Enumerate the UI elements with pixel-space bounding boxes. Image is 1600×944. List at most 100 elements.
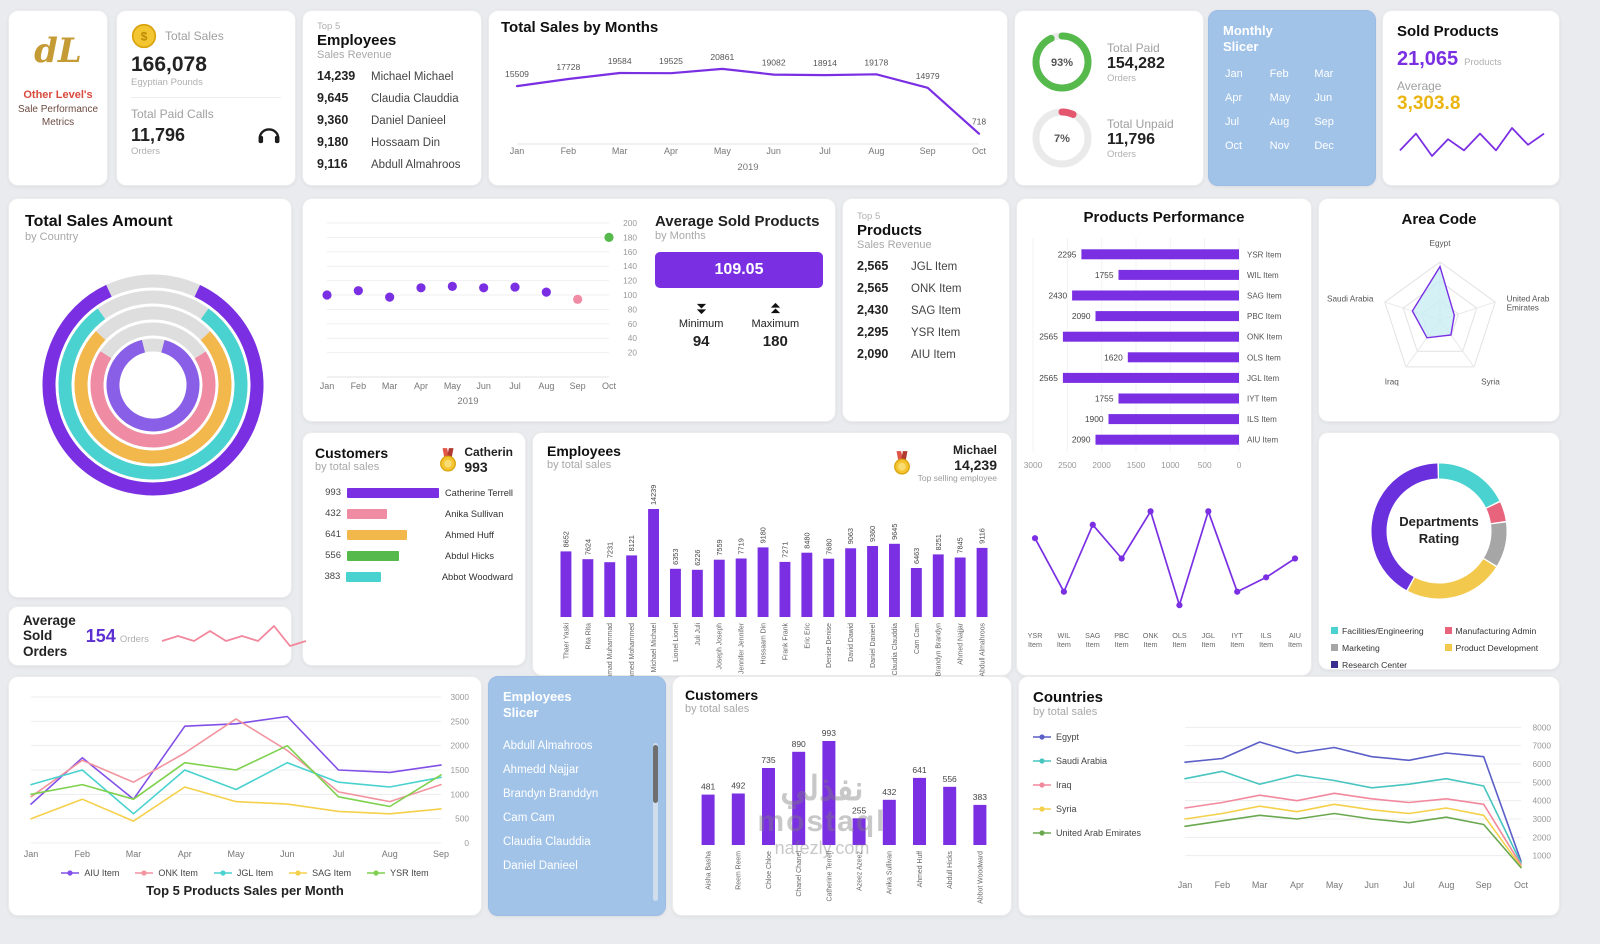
svg-text:2000: 2000 — [451, 741, 470, 751]
svg-text:Saudi Arabia: Saudi Arabia — [1327, 294, 1374, 303]
average-sold-orders-title: Average Sold Orders — [23, 612, 76, 659]
top5-name: Hossaam Din — [371, 137, 441, 149]
svg-text:Jun: Jun — [476, 381, 491, 391]
svg-text:Apr: Apr — [414, 381, 428, 391]
svg-text:Aug: Aug — [538, 381, 554, 391]
slicer-month-nov[interactable]: Nov — [1269, 139, 1290, 152]
slicer-month-aug[interactable]: Aug — [1269, 115, 1290, 128]
legend-item: Manufacturing Admin — [1444, 623, 1547, 638]
sales-by-months-card: Total Sales by Months 15509 17728 19584 195… — [488, 10, 1008, 186]
slicer-month-apr[interactable]: Apr — [1225, 91, 1243, 104]
svg-text:JGL Item: JGL Item — [1247, 374, 1279, 383]
svg-text:2019: 2019 — [737, 162, 758, 173]
svg-text:Thaer Yaski: Thaer Yaski — [563, 623, 570, 660]
customers-title: Customers — [315, 445, 389, 461]
products-performance-card: Products Performance 3000 2500 2000 1500 100… — [1016, 198, 1312, 676]
svg-text:May: May — [444, 381, 462, 391]
employees-title: Employees — [547, 443, 621, 459]
svg-text:ILS Item: ILS Item — [1247, 415, 1277, 424]
top5-row: 2,090 AIU Item — [857, 347, 995, 361]
svg-text:Sep: Sep — [570, 381, 586, 391]
legend-swatch — [1444, 644, 1452, 651]
svg-text:Item: Item — [1115, 640, 1129, 649]
svg-text:180: 180 — [623, 232, 637, 242]
top5-row: 2,565 JGL Item — [857, 259, 995, 273]
svg-text:18914: 18914 — [813, 58, 837, 68]
employee-slicer-item[interactable]: Ahmedd Najjar — [503, 763, 580, 776]
svg-text:PBC: PBC — [1114, 631, 1129, 640]
scrollbar-thumb[interactable] — [653, 745, 658, 803]
svg-text:Apr: Apr — [1290, 880, 1304, 890]
svg-text:14979: 14979 — [916, 71, 940, 81]
scrollbar[interactable] — [653, 743, 658, 901]
svg-text:2565: 2565 — [1039, 373, 1058, 383]
top5-value: 2,430 — [857, 303, 889, 317]
svg-text:JGL: JGL — [1202, 631, 1215, 640]
top5-products-title: Products — [857, 222, 923, 239]
top5-name: Claudia Clauddia — [371, 93, 459, 105]
employee-slicer-item[interactable]: Daniel Danieel — [503, 859, 578, 872]
employees-slicer-title: Employees Slicer — [503, 689, 572, 721]
employee-slicer-item[interactable]: Abdull Almahroos — [503, 739, 593, 752]
brand-card: dL Other Level's Sale Performance Metric… — [8, 10, 108, 186]
total-sales-by-months-chart: 15509 17728 19584 19525 20861 19082 18914 19178… — [501, 36, 995, 176]
svg-text:Apr: Apr — [178, 849, 192, 859]
bar-value: 383 — [324, 571, 341, 582]
svg-text:Egypt: Egypt — [1430, 239, 1452, 248]
svg-text:Lionel Lionel: Lionel Lionel — [673, 623, 680, 662]
top-customer-value: 993 — [464, 459, 488, 475]
total-paid-unit: Orders — [1107, 72, 1137, 84]
svg-text:Apr: Apr — [664, 146, 678, 156]
svg-text:IYT Item: IYT Item — [1247, 395, 1277, 404]
slicer-month-jun[interactable]: Jun — [1314, 91, 1333, 104]
slicer-month-feb[interactable]: Feb — [1269, 67, 1289, 80]
slicer-month-may[interactable]: May — [1269, 91, 1291, 104]
slicer-month-mar[interactable]: Mar — [1314, 67, 1334, 80]
avg-sold-products-scatter: 20 40 60 80 100 120 140 160 180 200 Jan Feb Mar Apr Ma… — [315, 209, 645, 411]
svg-text:9180: 9180 — [759, 527, 768, 543]
legend-swatch — [1331, 661, 1338, 668]
average-sold-products-value: 109.05 — [655, 252, 823, 289]
slicer-month-sep[interactable]: Sep — [1314, 115, 1334, 128]
top5-products-subtitle: Sales Revenue — [857, 239, 932, 251]
total-unpaid-unit: Orders — [1107, 148, 1137, 160]
slicer-month-dec[interactable]: Dec — [1314, 139, 1334, 152]
average-sold-orders-unit: Orders — [119, 633, 149, 645]
employee-slicer-item[interactable]: Brandyn Branddyn — [503, 787, 599, 800]
svg-text:Azeez Azeez: Azeez Azeez — [857, 850, 864, 890]
slicer-month-jul[interactable]: Jul — [1225, 115, 1240, 128]
svg-text:641: 641 — [912, 765, 926, 775]
svg-text:0: 0 — [1237, 460, 1242, 470]
top5-value: 9,360 — [317, 113, 349, 127]
svg-text:Anika Sullivan: Anika Sullivan — [887, 851, 894, 894]
avg-sold-products-title: Average Sold Products — [655, 213, 820, 230]
employee-slicer-item[interactable]: Claudia Clauddia — [503, 835, 591, 848]
legend-item: Saudi Arabia — [1033, 756, 1173, 766]
departments-legend: Facilities/Engineering Marketing Research … — [1319, 615, 1559, 672]
paid-unpaid-card: 93% Total Paid 154,282 Orders 7% Total U… — [1014, 10, 1204, 186]
employee-slicer-item[interactable]: Cam Cam — [503, 811, 555, 824]
svg-text:ILS: ILS — [1261, 631, 1272, 640]
top-employee-badge: Michael 14,239 Top selling employee — [892, 443, 997, 483]
top5-value: 2,295 — [857, 325, 889, 339]
svg-text:Iraq: Iraq — [1385, 378, 1400, 387]
svg-text:Item: Item — [1201, 640, 1215, 649]
top-employee-value: 14,239 — [954, 457, 997, 473]
svg-text:Jan: Jan — [320, 381, 335, 391]
average-sold-orders-value: 154 — [85, 625, 116, 646]
minimum-value: 94 — [692, 333, 710, 351]
employees-slicer-list: Abdull Almahroos Ahmedd Najjar Brandyn Bra… — [489, 726, 665, 874]
slicer-month-oct[interactable]: Oct — [1225, 139, 1243, 152]
currency-label: Egyptian Pounds — [131, 77, 203, 88]
svg-text:2090: 2090 — [1072, 435, 1091, 445]
svg-text:8000: 8000 — [1533, 722, 1552, 732]
slicer-month-jan[interactable]: Jan — [1225, 67, 1243, 80]
svg-text:3000: 3000 — [1533, 814, 1552, 824]
maximum-value: 180 — [762, 333, 788, 351]
top5-name: SAG Item — [911, 305, 961, 317]
svg-text:SAG: SAG — [1085, 631, 1101, 640]
top5-products-legend: AIU Item ONK Item JGL Item SAG Item YSR Item — [21, 868, 469, 878]
legend-item: Marketing — [1331, 640, 1433, 655]
svg-text:2000: 2000 — [1533, 832, 1552, 842]
total-unpaid-donut: 7% — [1027, 103, 1097, 173]
